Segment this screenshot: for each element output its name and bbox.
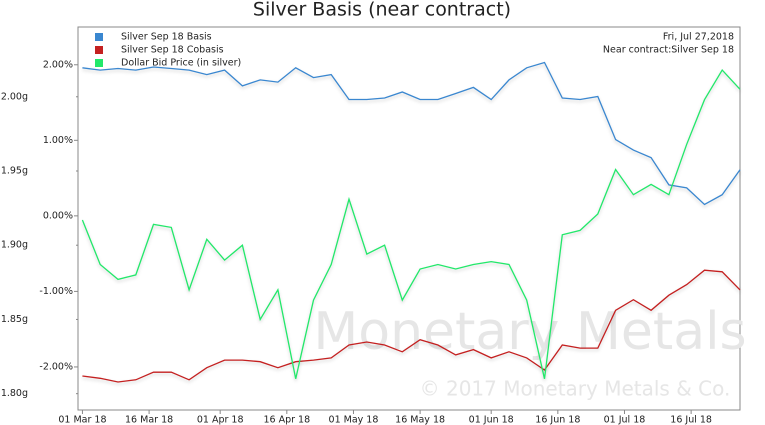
x-tick-label: 16 Jun 18 <box>535 415 580 425</box>
watermark-copyright: © 2017 Monetary Metals & Co. <box>420 377 731 401</box>
annotation-date: Fri, Jul 27,2018 <box>663 32 734 43</box>
chart-title: Silver Basis (near contract) <box>253 0 511 21</box>
legend-swatch <box>95 33 103 41</box>
y-tick-label: 0.00% <box>43 210 73 221</box>
series-line <box>82 269 741 383</box>
x-tick-label: 16 May 18 <box>395 415 445 425</box>
x-tick-label: 01 Jun 18 <box>469 415 514 425</box>
y-tick-label: -1.00% <box>39 286 73 297</box>
x-tick-label: 16 Jul 18 <box>670 415 712 425</box>
legend-label: Silver Sep 18 Cobasis <box>121 45 224 56</box>
y2-tick-label: 1.90g <box>1 240 28 251</box>
legend-label: Dollar Bid Price (in silver) <box>121 58 241 69</box>
x-tick-label: 01 Mar 18 <box>58 415 106 425</box>
series-line <box>82 61 741 206</box>
watermark: Monetary Metals <box>313 302 746 362</box>
x-tick-label: 01 Apr 18 <box>197 415 244 425</box>
series-line <box>81 69 741 379</box>
x-tick-label: 16 Mar 18 <box>125 415 173 425</box>
x-tick-label: 01 May 18 <box>329 415 379 425</box>
y2-tick-label: 1.80g <box>1 388 28 399</box>
y2-tick-label: 2.00g <box>1 91 28 102</box>
plot-frame <box>77 26 741 411</box>
y2-tick-label: 1.85g <box>1 314 28 325</box>
y-tick-label: 1.00% <box>43 135 73 146</box>
x-tick-label: 16 Apr 18 <box>263 415 310 425</box>
annotation-contract: Near contract:Silver Sep 18 <box>603 45 734 56</box>
y2-tick-label: 1.95g <box>1 165 28 176</box>
legend-swatch <box>95 46 103 54</box>
y-tick-label: 2.00% <box>43 59 73 70</box>
legend-swatch <box>95 59 103 67</box>
legend-label: Silver Sep 18 Basis <box>121 32 212 43</box>
x-tick-label: 01 Jul 18 <box>604 415 646 425</box>
y-tick-label: -2.00% <box>39 361 73 372</box>
